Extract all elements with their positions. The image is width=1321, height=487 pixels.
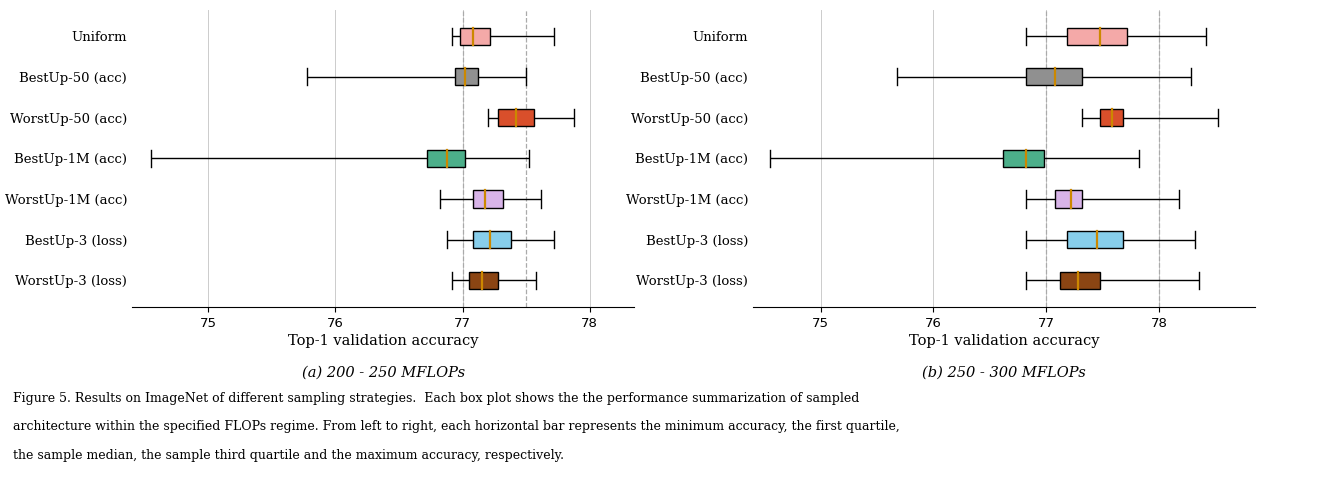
Bar bbox=[1066, 231, 1123, 248]
Bar bbox=[1100, 109, 1123, 126]
Bar bbox=[498, 109, 534, 126]
Text: (a) 200 - 250 MFLOPs: (a) 200 - 250 MFLOPs bbox=[301, 365, 465, 379]
Bar bbox=[460, 28, 490, 45]
Bar bbox=[473, 231, 511, 248]
Bar bbox=[1055, 190, 1082, 207]
Bar bbox=[1004, 150, 1044, 167]
Bar bbox=[473, 190, 503, 207]
Bar bbox=[469, 272, 498, 289]
Bar bbox=[1066, 28, 1128, 45]
Text: Figure 5. Results on ImageNet of different sampling strategies.  Each box plot s: Figure 5. Results on ImageNet of differe… bbox=[13, 392, 860, 405]
Text: Top-1 validation accuracy: Top-1 validation accuracy bbox=[288, 334, 478, 348]
Bar bbox=[454, 68, 478, 85]
Text: Top-1 validation accuracy: Top-1 validation accuracy bbox=[909, 334, 1099, 348]
Bar bbox=[1026, 68, 1082, 85]
Text: (b) 250 - 300 MFLOPs: (b) 250 - 300 MFLOPs bbox=[922, 365, 1086, 379]
Bar bbox=[427, 150, 465, 167]
Text: architecture within the specified FLOPs regime. From left to right, each horizon: architecture within the specified FLOPs … bbox=[13, 420, 900, 433]
Text: the sample median, the sample third quartile and the maximum accuracy, respectiv: the sample median, the sample third quar… bbox=[13, 449, 564, 462]
Bar bbox=[1059, 272, 1100, 289]
